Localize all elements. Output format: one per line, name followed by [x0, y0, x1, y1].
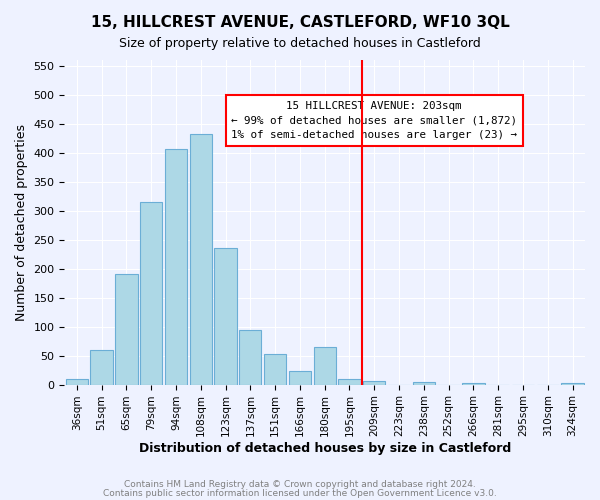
Bar [239, 330, 262, 384]
X-axis label: Distribution of detached houses by size in Castleford: Distribution of detached houses by size … [139, 442, 511, 455]
Bar [115, 274, 137, 384]
Bar [363, 380, 385, 384]
Bar [338, 379, 361, 384]
Text: Contains public sector information licensed under the Open Government Licence v3: Contains public sector information licen… [103, 489, 497, 498]
Bar [65, 379, 88, 384]
Y-axis label: Number of detached properties: Number of detached properties [15, 124, 28, 321]
Text: Contains HM Land Registry data © Crown copyright and database right 2024.: Contains HM Land Registry data © Crown c… [124, 480, 476, 489]
Bar [165, 148, 187, 384]
Bar [289, 370, 311, 384]
Bar [214, 248, 236, 384]
Text: Size of property relative to detached houses in Castleford: Size of property relative to detached ho… [119, 38, 481, 51]
Bar [462, 383, 485, 384]
Bar [314, 347, 336, 385]
Bar [190, 134, 212, 384]
Bar [264, 354, 286, 384]
Bar [413, 382, 435, 384]
Text: 15, HILLCREST AVENUE, CASTLEFORD, WF10 3QL: 15, HILLCREST AVENUE, CASTLEFORD, WF10 3… [91, 15, 509, 30]
Bar [140, 202, 163, 384]
Bar [91, 350, 113, 384]
Text: 15 HILLCREST AVENUE: 203sqm
← 99% of detached houses are smaller (1,872)
1% of s: 15 HILLCREST AVENUE: 203sqm ← 99% of det… [231, 100, 517, 140]
